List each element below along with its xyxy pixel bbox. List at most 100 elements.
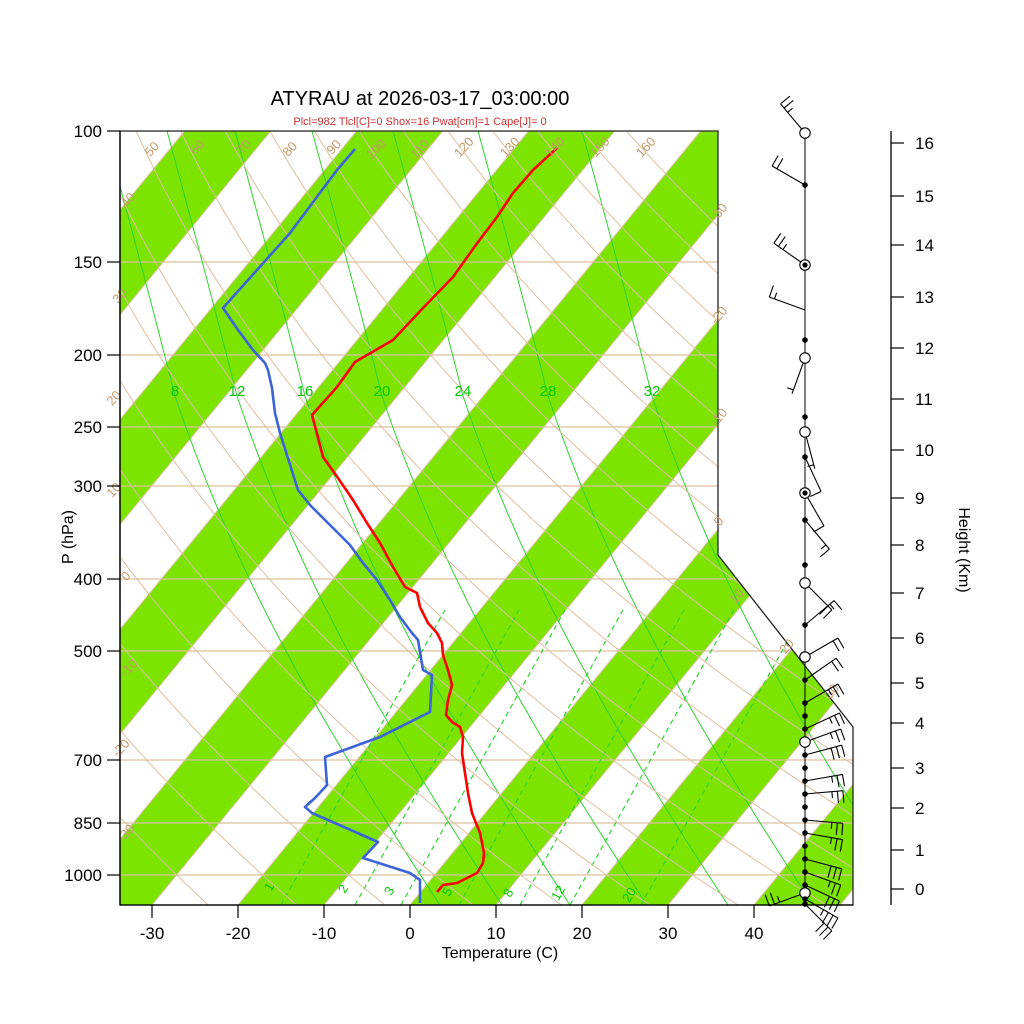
isotherm-line [120,131,616,905]
wind-level-dot [802,778,808,784]
wind-level-dot [802,804,808,810]
wind-level-dot [802,517,808,523]
mixing-ratio-line [458,609,624,905]
isotherm-line [120,131,444,905]
pressure-tick-label: 250 [74,418,102,437]
isotherm-band [582,131,853,905]
wind-level-dot [802,817,808,823]
isotherm-label: -20 [707,303,731,327]
mixing-ratio-line [640,609,806,905]
dry-adiabat-label: -20 [109,736,133,760]
wind-level-circle [799,736,811,748]
dry-adiabat-label: 50 [141,139,162,160]
height-axis-title: Height (Km) [955,507,972,593]
wind-level-dot [802,869,808,875]
wind-level-dot [802,454,808,460]
moist-adiabat [234,131,571,905]
height-tick-label: 1 [915,841,924,860]
wind-level-dot [802,262,808,268]
height-tick-label: 7 [915,584,924,603]
height-tick-label: 14 [915,236,934,255]
dry-adiabat [225,131,853,905]
moist-adiabat [311,131,648,905]
height-tick-label: 2 [915,799,924,818]
pressure-tick-label: 100 [74,122,102,141]
page-title: ATYRAU at 2026-03-17_03:00:00 [270,88,570,110]
isotherm-band [754,131,853,905]
wind-level-dot [802,700,808,706]
wind-level-dot [802,765,808,771]
isotherm-line [120,131,530,905]
x-tick-label: -30 [140,924,165,943]
isotherm-line [667,131,853,905]
plot-area [0,131,853,905]
wind-level-dot [802,490,808,496]
pressure-tick-label: 150 [74,253,102,272]
dry-adiabat [269,131,853,905]
moist-adiabat-label: 24 [455,383,472,400]
mixing-ratio-label: 20 [619,885,639,905]
isotherm-line [120,131,358,905]
isotherm-line [753,131,853,905]
isotherm-band [120,131,787,905]
dry-adiabat-label: 120 [451,134,477,160]
wind-level-circle [799,352,811,364]
dry-adiabat [136,131,853,905]
isotherm-line [151,131,788,905]
wind-level-circle [799,127,811,139]
height-tick-label: 16 [915,134,934,153]
isotherm-line [581,131,853,905]
mixing-ratio-line [569,609,735,905]
mixing-ratio-line [354,609,520,905]
wind-level-dot [802,562,808,568]
height-tick-label: 9 [915,489,924,508]
height-tick-label: 15 [915,187,934,206]
dry-adiabat [120,131,828,905]
wind-level-dot [802,791,808,797]
mixing-ratio-label: 12 [548,883,568,903]
mixing-ratio-label: 2 [335,882,352,896]
pressure-tick-label: 500 [74,642,102,661]
isotherm-line [120,131,702,905]
x-axis-title: Temperature (C) [441,945,559,962]
x-tick-label: 20 [573,924,592,943]
moist-adiabat-label: 28 [540,383,557,400]
moist-adiabat [120,131,441,905]
height-tick-label: 8 [915,536,924,555]
moist-adiabat-label: 12 [229,383,246,400]
x-tick-label: -20 [226,924,251,943]
wind-level-dot [802,337,808,343]
temperature-curve [310,147,558,893]
dry-adiabat-label: 20 [103,388,124,409]
pressure-tick-label: 700 [74,751,102,770]
dewpoint-curve [221,148,434,903]
pressure-tick-label: 300 [74,477,102,496]
dry-adiabat [180,131,853,905]
dry-adiabat-label: 80 [279,139,300,160]
height-tick-label: 5 [915,674,924,693]
wind-level-circle [799,426,811,438]
wind-barb-column [764,95,846,940]
dry-adiabat-label: 160 [633,134,659,160]
wind-level-dot [802,882,808,888]
isotherm-band [120,131,615,905]
dry-adiabat [120,131,740,905]
dry-adiabat [120,131,563,905]
dry-adiabat [120,131,387,905]
moist-adiabat [581,131,853,905]
wind-level-circle [799,577,811,589]
dry-adiabat [537,131,853,905]
isotherm-band [0,131,99,905]
isotherm-band [120,131,443,905]
x-tick-label: 0 [405,924,414,943]
mixing-ratio-label: 3 [381,884,398,898]
dry-adiabat [582,131,853,905]
wind-level-dot [802,414,808,420]
height-tick-label: 13 [915,288,934,307]
wind-level-dot [802,726,808,732]
isotherm-line [0,131,99,905]
wind-level-dot [802,677,808,683]
dry-adiabat [493,131,853,905]
pressure-axis-title: P (hPa) [60,510,77,564]
